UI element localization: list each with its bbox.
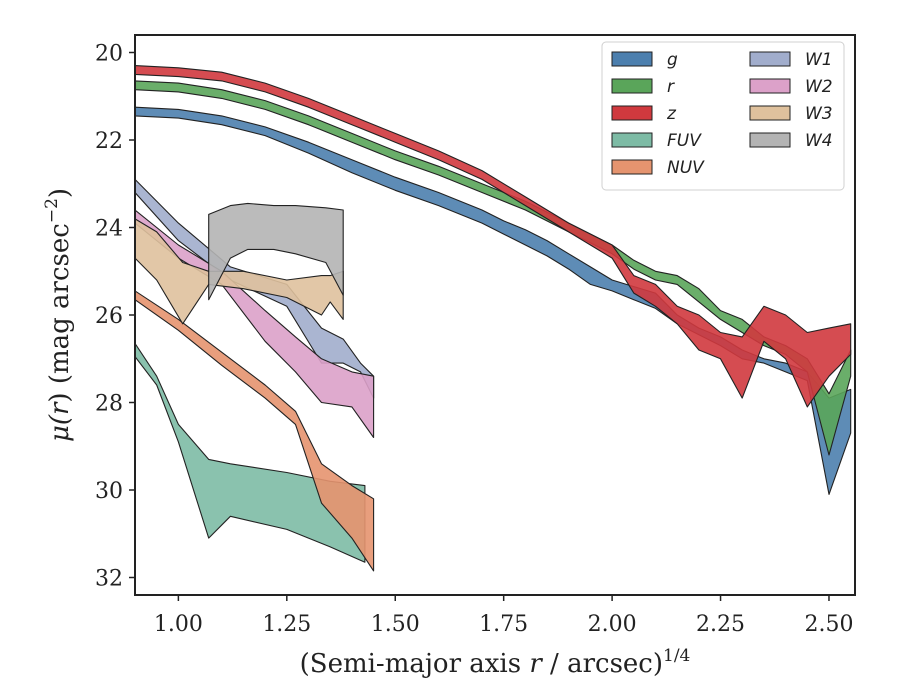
x-tick-label: 2.50 xyxy=(804,612,853,637)
area-z xyxy=(135,65,852,408)
legend-label-fuv: FUV xyxy=(667,131,702,151)
legend-swatch-g xyxy=(611,51,653,67)
legend-swatch-w4 xyxy=(749,132,791,148)
legend-swatch-w3 xyxy=(749,105,791,121)
x-tick-label: 2.25 xyxy=(696,612,745,637)
legend-swatch-z xyxy=(611,105,653,121)
series-areas xyxy=(135,65,852,572)
x-tick-label: 2.00 xyxy=(588,612,637,637)
area-fuv xyxy=(135,342,366,563)
y-tick-label: 28 xyxy=(95,392,123,417)
legend: grz FUV NUV W1 W2 W3 W4 xyxy=(601,41,845,191)
x-tick-label: 1.25 xyxy=(262,612,311,637)
legend-label-z: z xyxy=(666,104,677,124)
legend-swatch-r xyxy=(611,78,653,94)
x-tick-label: 1.00 xyxy=(154,612,203,637)
area-r xyxy=(135,80,852,456)
legend-label-w3: W3 xyxy=(805,104,833,124)
legend-swatch-fuv xyxy=(611,132,653,148)
area-nuv xyxy=(135,290,375,572)
y-axis: 20 22 24 26 28 30 32 xyxy=(95,42,135,592)
area-g xyxy=(135,106,852,495)
legend-label-w2: W2 xyxy=(805,77,833,97)
area-w4 xyxy=(208,202,344,301)
legend-swatch-w1 xyxy=(749,51,791,67)
x-tick-label: 1.50 xyxy=(371,612,420,637)
x-tick-label: 1.75 xyxy=(479,612,528,637)
y-tick-label: 26 xyxy=(95,304,123,329)
y-tick-label: 24 xyxy=(95,217,123,242)
legend-swatch-nuv xyxy=(611,159,653,175)
x-axis: 1.00 1.25 1.50 1.75 2.00 2.25 2.50 xyxy=(154,595,853,637)
y-tick-label: 30 xyxy=(95,479,123,504)
legend-label-r: r xyxy=(667,77,675,97)
legend-label-w4: W4 xyxy=(805,131,833,151)
y-tick-label: 22 xyxy=(95,129,123,154)
y-axis-label: μ(r) (mag arcsec−2) xyxy=(42,188,75,442)
legend-swatch-w2 xyxy=(749,78,791,94)
y-tick-label: 32 xyxy=(95,567,123,592)
legend-label-nuv: NUV xyxy=(667,158,705,178)
y-tick-label: 20 xyxy=(95,42,123,67)
legend-label-g: g xyxy=(667,50,678,70)
legend-label-w1: W1 xyxy=(805,50,833,70)
x-axis-label: (Semi-major axis r / arcsec)1/4 xyxy=(300,646,691,679)
